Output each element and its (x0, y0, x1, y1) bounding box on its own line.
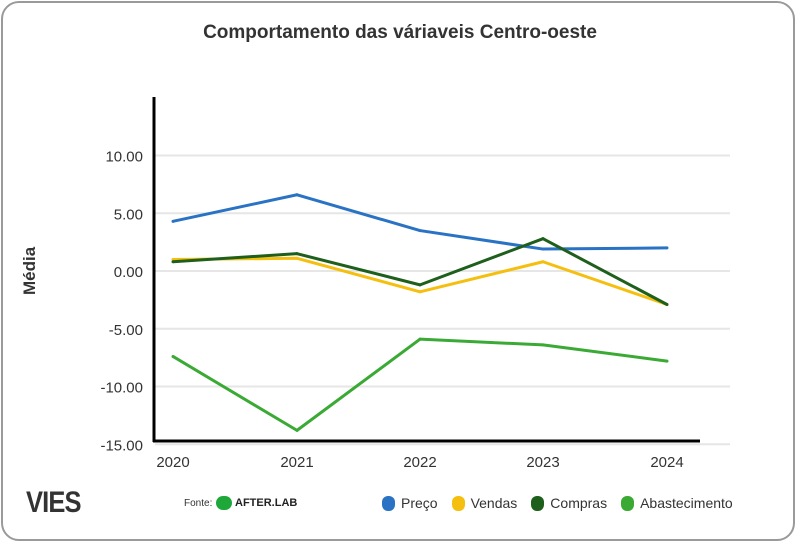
legend-item[interactable]: Preço (382, 495, 438, 511)
x-tick-label: 2022 (403, 454, 436, 471)
data-point (541, 237, 545, 241)
legend-label: Vendas (470, 495, 518, 511)
data-point (665, 246, 669, 250)
legend-label: Preço (401, 495, 438, 511)
x-tick-label: 2020 (156, 454, 189, 471)
data-point (665, 302, 669, 306)
legend: Preço Vendas Compras Abastecimento (382, 495, 733, 511)
data-point (418, 283, 422, 287)
legend-label: Compras (550, 495, 608, 511)
data-point (171, 354, 175, 358)
afterlab-logo: AFTER.LAB (216, 496, 297, 510)
y-tick-label: -5.00 (109, 322, 143, 339)
data-point (295, 428, 299, 432)
x-tick-label: 2024 (650, 454, 683, 471)
data-point (541, 343, 545, 347)
data-point (665, 359, 669, 363)
source-label: Fonte: (184, 498, 213, 509)
y-tick-label: 0.00 (114, 264, 143, 281)
data-point (541, 247, 545, 251)
data-point (171, 257, 175, 261)
legend-swatch (621, 495, 635, 511)
data-point (418, 229, 422, 233)
source-name: AFTER.LAB (235, 497, 298, 509)
data-point (171, 260, 175, 264)
data-point (295, 256, 299, 260)
series-line-abastecimento (172, 337, 668, 432)
legend-item[interactable]: Abastecimento (621, 495, 733, 511)
legend-item[interactable]: Vendas (451, 495, 518, 511)
legend-swatch (451, 495, 465, 511)
data-point (171, 219, 175, 223)
data-point (541, 260, 545, 264)
vies-logo: VIES (26, 486, 82, 519)
data-point (418, 337, 422, 341)
x-tick-label: 2023 (526, 454, 559, 471)
legend-label: Abastecimento (640, 495, 733, 511)
chart-title: Comportamento das váriaveis Centro-oeste (203, 22, 597, 43)
legend-swatch (531, 495, 545, 511)
x-tick-label: 2021 (280, 454, 313, 471)
afterlab-icon (216, 496, 232, 510)
y-tick-label: -15.00 (100, 437, 143, 454)
legend-swatch (382, 495, 395, 511)
y-tick-label: -10.00 (100, 380, 143, 397)
series-line-preço (172, 193, 668, 251)
y-tick-label: 10.00 (105, 149, 143, 166)
data-point (295, 193, 299, 197)
legend-item[interactable]: Compras (531, 495, 607, 511)
data-point (418, 290, 422, 294)
y-tick-label: 5.00 (114, 206, 143, 223)
data-point (295, 252, 299, 256)
